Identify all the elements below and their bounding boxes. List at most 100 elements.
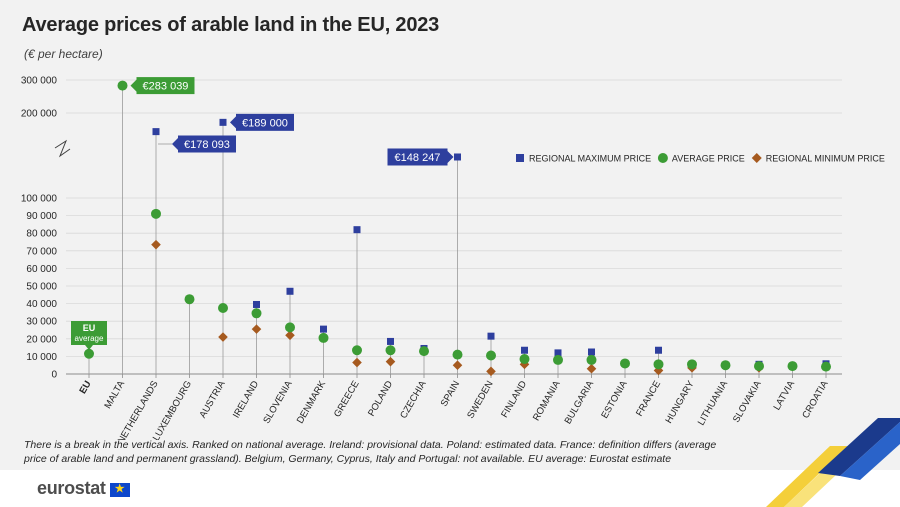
x-tick-label: CROATIA [800,378,831,420]
x-tick-label: MALTA [102,378,127,410]
avg-price-point [318,332,329,343]
data-label: €283 039 [143,81,189,93]
x-tick-label: SWEDEN [465,379,495,421]
legend-label: REGIONAL MINIMUM PRICE [766,154,885,164]
callout-box [236,113,294,131]
avg-price-point [720,360,731,371]
data-label: €148 247 [395,152,441,164]
avg-price-point [117,80,128,91]
y-tick-label: 70 000 [26,246,57,257]
min-price-point [251,324,262,334]
avg-price-point [687,359,697,370]
min-price-point [586,363,597,374]
avg-price-point [787,361,798,372]
x-tick-label: GREECE [332,379,362,419]
y-tick-label: 80 000 [26,229,57,240]
y-tick-label: 30 000 [26,317,57,328]
callout-box [178,135,236,153]
y-tick-label: 40 000 [26,299,57,310]
data-label: €178 093 [184,139,230,151]
min-price-point [385,356,396,367]
y-tick-label: 60 000 [26,264,57,275]
callout-pointer [130,79,137,92]
max-price-point [320,325,327,333]
callout-box [136,77,195,95]
eu-average-pointer [85,345,93,350]
chart-subtitle: (€ per hectare) [24,47,103,61]
x-tick-label: FINLAND [499,379,529,420]
x-tick-label: HUNGARY [663,378,697,425]
avg-price-point [385,345,396,356]
max-price-point [655,346,662,354]
avg-price-point [151,208,161,219]
min-price-point [285,330,295,341]
x-tick-label: SLOVAKIA [731,378,764,424]
y-tick-label: 300 000 [21,76,58,87]
y-tick-label: 100 000 [21,194,58,205]
y-tick-label: 90 000 [26,211,57,222]
min-price-point [519,359,530,370]
max-price-point [487,332,495,340]
max-price-point [387,337,394,345]
x-tick-label: BULGARIA [563,378,597,426]
legend-marker-avg [657,153,668,163]
avg-price-point [452,349,463,360]
avg-price-point [754,361,764,372]
max-price-point [219,118,227,126]
avg-price-point [821,361,831,372]
x-tick-label: CZECHIA [398,378,429,420]
x-tick-label: POLAND [366,379,395,418]
logo-text: eurostat [37,478,106,498]
max-price-point [152,128,160,136]
max-price-point [286,287,294,295]
callout-pointer [172,138,178,150]
y-tick-label: 10 000 [26,352,57,363]
avg-price-point [184,294,195,305]
x-tick-label: AUSTRIA [197,378,227,420]
stripe-navy [818,418,900,476]
legend-marker-min [751,153,762,163]
max-price-point [521,346,528,354]
legend-label: REGIONAL MAXIMUM PRICE [529,154,651,164]
avg-price-point [553,354,563,365]
stripe-yellow [766,446,848,507]
min-price-point [452,360,463,370]
axis-break-icon [54,139,71,158]
avg-price-point [486,350,496,361]
avg-price-point [620,358,630,369]
eu-average-badge [71,321,107,345]
callout-box [387,148,448,166]
min-price-point [486,366,496,377]
max-price-point [554,349,562,357]
x-tick-label: LITHUANIA [696,378,731,427]
x-tick-label: IRELAND [231,379,261,420]
avg-price-point [586,354,597,365]
y-tick-label: 20 000 [26,334,57,345]
min-price-point [352,357,362,368]
x-tick-label: SLOVENIA [261,378,295,425]
eurostat-logo: eurostat ★ [37,478,130,499]
min-price-point [218,332,228,342]
x-tick-label: LATVIA [772,378,798,412]
stripe-blue [840,422,900,480]
decorative-stripes [766,418,900,507]
min-price-point [653,365,664,376]
eu-average-label: EU [83,323,96,333]
legend-label: AVERAGE PRICE [672,154,745,164]
y-tick-label: 0 [51,370,57,381]
eu-flag-icon: ★ [109,482,130,497]
avg-price-point [653,359,664,370]
avg-price-point [218,303,228,313]
x-tick-label: ESTONIA [599,378,630,420]
data-label: €189 000 [242,117,288,129]
max-price-point [353,226,361,234]
x-tick-label: EU [77,379,93,396]
avg-price-point [285,322,295,333]
chart-title: Average prices of arable land in the EU,… [22,14,440,36]
avg-price-point [519,354,530,365]
callout-pointer [230,116,236,129]
eu-average-label: average [75,334,104,343]
avg-price-point [352,345,362,356]
callout-pointer [447,150,454,163]
avg-price-point [419,346,429,357]
